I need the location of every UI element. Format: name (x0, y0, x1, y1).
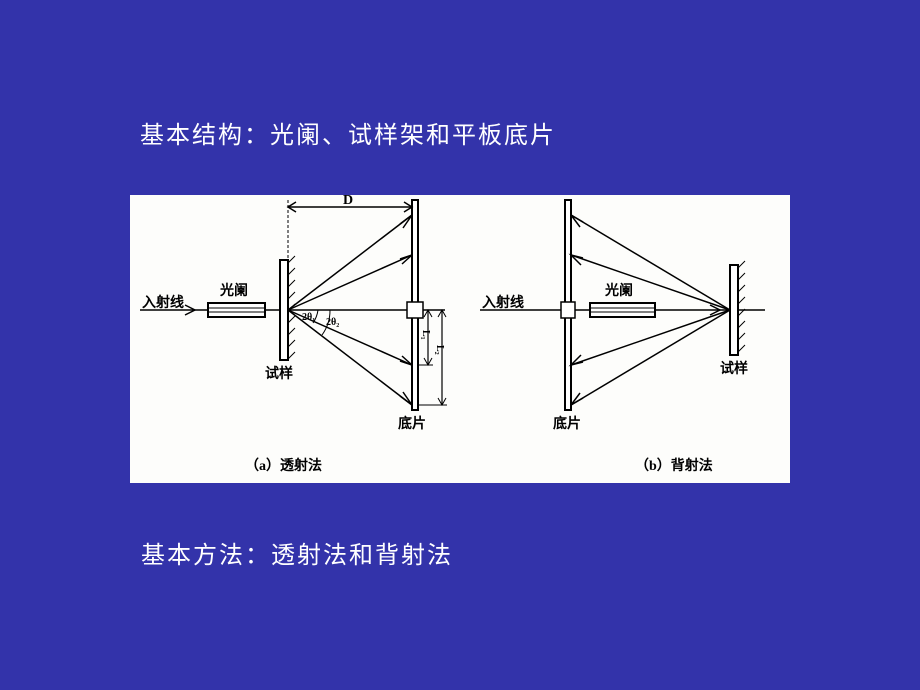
label-angle2: 2θ₂ (326, 317, 339, 328)
label-sample-b: 试样 (720, 358, 748, 378)
label-aperture-a: 光阑 (220, 280, 248, 300)
label-aperture-b: 光阑 (605, 280, 633, 300)
heading-method: 基本方法：透射法和背射法 (141, 535, 453, 570)
panel-transmission: 入射线 光阑 试样 底片 D 2θ₁ 2θ₂ L₁ L₂ （a）透射法 (130, 195, 460, 483)
label-sample-a: 试样 (265, 363, 293, 383)
caption-b: （b）背射法 (635, 455, 713, 475)
caption-a: （a）透射法 (245, 455, 322, 475)
panel-b-svg (460, 195, 790, 483)
heading-structure: 基本结构：光阑、试样架和平板底片 (140, 115, 556, 150)
label-angle1: 2θ₁ (302, 312, 315, 323)
label-incident-a: 入射线 (142, 292, 184, 312)
label-L1: L₁ (420, 330, 431, 340)
label-incident-b: 入射线 (482, 292, 524, 312)
label-D: D (343, 193, 353, 209)
panel-backreflection: 入射线 光阑 试样 底片 （b）背射法 (460, 195, 790, 483)
label-film-b: 底片 (553, 413, 581, 433)
label-L2: L₂ (434, 345, 445, 355)
diagram-container: 入射线 光阑 试样 底片 D 2θ₁ 2θ₂ L₁ L₂ （a）透射法 (130, 195, 790, 483)
panel-a-svg (130, 195, 460, 483)
label-film-a: 底片 (398, 413, 426, 433)
